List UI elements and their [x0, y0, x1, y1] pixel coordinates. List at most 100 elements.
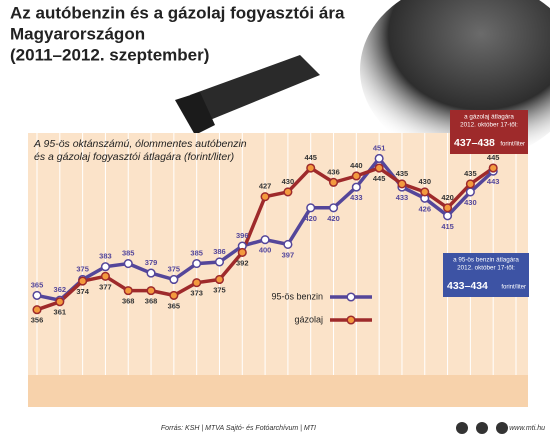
data-label: 430: [464, 198, 477, 207]
subtitle: A 95-ös oktánszámú, ólommentes autóbenzi…: [33, 138, 247, 150]
data-label: 383: [99, 252, 112, 261]
annotation-text: a gázolaj átlagára: [464, 114, 514, 121]
data-label: 433: [350, 193, 363, 202]
logo: [456, 422, 468, 434]
annotation-unit: forint/liter: [501, 285, 526, 291]
data-label: 415: [441, 222, 454, 231]
data-label: 377: [99, 282, 112, 291]
data-label: 368: [122, 297, 135, 306]
data-point: [32, 290, 42, 300]
annotation-text: a 95-ös benzin átlagára: [453, 257, 519, 264]
data-point: [374, 153, 384, 164]
data-point: [443, 203, 453, 213]
logo: [476, 422, 488, 434]
data-point: [260, 192, 270, 202]
legend-marker: [346, 292, 356, 302]
data-point: [214, 257, 225, 267]
annotation-unit: forint/liter: [500, 142, 525, 148]
data-point: [420, 187, 430, 197]
legend-label: 95-ös benzin: [271, 291, 323, 301]
logo: [496, 422, 508, 434]
data-label: 443: [487, 177, 500, 186]
data-label: 392: [236, 258, 249, 267]
data-point: [169, 274, 179, 285]
data-point: [351, 182, 361, 192]
data-point: [328, 203, 339, 213]
data-label: 420: [304, 214, 317, 223]
data-point: [351, 171, 361, 181]
data-label: 451: [373, 143, 386, 152]
data-point: [78, 276, 88, 286]
data-point: [55, 297, 65, 307]
data-label: 365: [168, 301, 181, 310]
data-point: [374, 163, 384, 173]
data-label: 374: [76, 287, 89, 296]
data-point: [306, 163, 316, 173]
data-point: [192, 278, 202, 288]
data-label: 361: [54, 308, 67, 317]
data-label: 368: [145, 297, 158, 306]
data-label: 397: [282, 250, 295, 259]
data-point: [465, 187, 475, 197]
data-label: 426: [419, 204, 432, 213]
annotation-text: 2012. október 17-től:: [457, 265, 515, 272]
data-point: [488, 163, 498, 173]
data-label: 435: [464, 169, 477, 178]
chart-title: Az autóbenzin és a gázolaj fogyasztói ár…: [10, 3, 345, 22]
data-point: [306, 203, 316, 213]
data-label: 420: [327, 214, 340, 223]
data-label: 445: [487, 153, 500, 162]
legend-marker: [346, 315, 356, 325]
data-label: 385: [190, 249, 203, 258]
data-label: 400: [259, 246, 272, 255]
data-label: 385: [122, 249, 135, 258]
data-label: 436: [327, 167, 340, 176]
data-point: [123, 259, 133, 269]
annotation-box: [443, 253, 529, 297]
data-point: [123, 286, 133, 296]
data-label: 433: [396, 193, 409, 202]
x-axis-band: [28, 375, 528, 407]
data-label: 430: [282, 177, 295, 186]
data-label: 375: [213, 285, 226, 294]
data-label: 420: [441, 193, 454, 202]
chart-title: (2011–2012. szeptember): [10, 45, 209, 64]
data-label: 362: [54, 285, 67, 294]
data-label: 356: [31, 316, 44, 325]
data-point: [397, 179, 407, 189]
data-point: [192, 259, 202, 269]
annotation-value: 433–434: [447, 280, 488, 292]
data-point: [214, 274, 225, 285]
data-label: 365: [31, 280, 44, 289]
data-point: [443, 211, 453, 221]
data-label: 430: [419, 177, 432, 186]
annotation-value: 437–438: [454, 137, 495, 149]
source: Forrás: KSH | MTVA Sajtó- és Fotóarchívu…: [161, 425, 316, 432]
data-label: 373: [190, 289, 203, 298]
data-label: 375: [168, 264, 181, 273]
data-point: [146, 268, 156, 278]
website: www.mti.hu: [509, 425, 545, 432]
data-point: [283, 239, 293, 249]
data-point: [260, 235, 270, 245]
data-label: 445: [373, 174, 386, 183]
data-point: [146, 286, 156, 296]
data-point: [328, 177, 339, 187]
data-label: 396: [236, 231, 249, 240]
data-label: 440: [350, 161, 363, 170]
data-label: 435: [396, 169, 409, 178]
annotation-text: 2012. október 17-től:: [460, 122, 518, 129]
data-point: [283, 187, 293, 197]
data-point: [100, 262, 110, 272]
data-point: [32, 305, 42, 315]
data-label: 427: [259, 182, 272, 191]
subtitle: és a gázolaj fogyasztói átlagára (forint…: [34, 151, 234, 163]
data-point: [237, 247, 247, 257]
data-label: 386: [213, 247, 226, 256]
legend-label: gázolaj: [294, 314, 323, 324]
data-label: 375: [76, 264, 89, 273]
annotation-box: [450, 110, 528, 154]
data-label: 379: [145, 258, 158, 267]
data-point: [465, 179, 475, 189]
